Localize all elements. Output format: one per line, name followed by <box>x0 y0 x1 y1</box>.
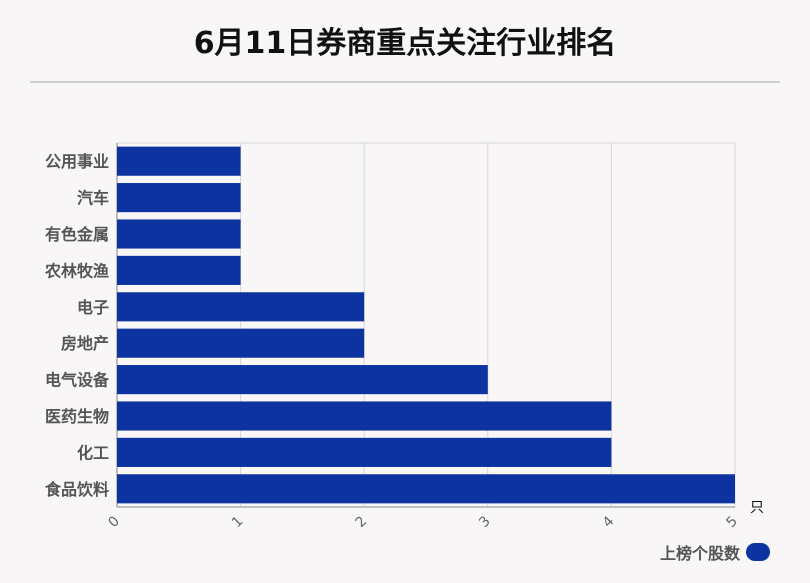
axis-unit-label: 只 <box>750 500 764 516</box>
bar[interactable] <box>117 255 241 285</box>
bar[interactable] <box>117 292 365 322</box>
bar[interactable] <box>117 146 241 176</box>
category-label: 化工 <box>77 443 109 462</box>
title-divider <box>30 81 780 83</box>
chart-title: 6月11日券商重点关注行业排名 <box>193 26 617 61</box>
legend-label: 上榜个股数 <box>659 544 740 563</box>
category-label: 电子 <box>77 298 109 317</box>
bar[interactable] <box>117 365 488 395</box>
tick-label: 1 <box>229 513 247 531</box>
bars <box>117 146 735 504</box>
category-label: 医药生物 <box>45 407 109 426</box>
bar[interactable] <box>117 219 241 249</box>
tick-label: 5 <box>723 513 741 531</box>
category-label: 公用事业 <box>45 152 109 171</box>
category-label: 有色金属 <box>45 225 109 244</box>
tick-label: 2 <box>353 513 371 531</box>
bar[interactable] <box>117 401 612 431</box>
category-label: 食品饮料 <box>44 480 109 499</box>
category-label: 电气设备 <box>45 371 110 390</box>
bar[interactable] <box>117 437 612 467</box>
tick-label: 0 <box>105 513 123 531</box>
category-label: 房地产 <box>61 334 109 353</box>
tick-label: 4 <box>600 513 618 531</box>
bar[interactable] <box>117 474 735 504</box>
tick-label: 3 <box>476 513 494 531</box>
legend-swatch-icon <box>746 543 770 561</box>
bar[interactable] <box>117 328 365 358</box>
category-label: 汽车 <box>77 189 109 208</box>
tick-labels: 0 1 2 3 4 5 <box>105 513 741 531</box>
category-label: 农林牧渔 <box>44 261 109 280</box>
bar[interactable] <box>117 183 241 213</box>
legend[interactable]: 上榜个股数 <box>660 540 770 564</box>
